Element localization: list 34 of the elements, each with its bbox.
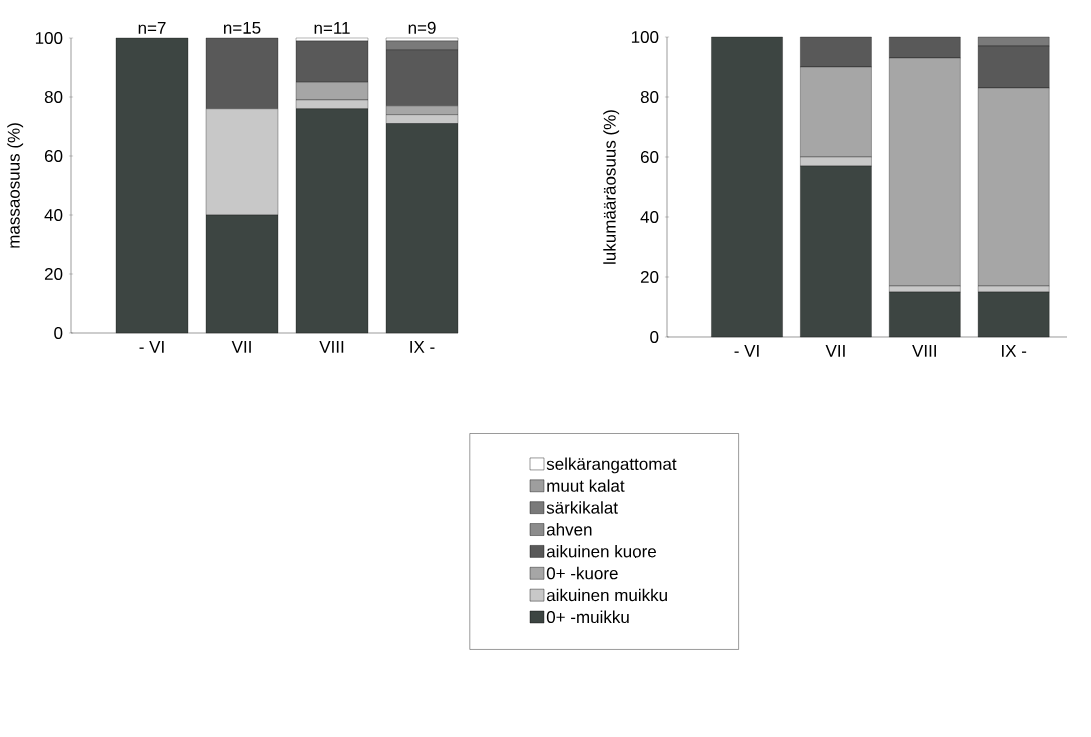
x-tick-label: VIII [319,341,344,353]
x-tick-label: - VI [139,341,164,353]
y-tick-label: 40 [640,210,659,224]
y-tick-label: 40 [44,208,63,222]
annotation: n=7 [138,22,166,34]
annotation: n=11 [314,22,350,34]
y-axis-title: lukumääräosuus (%) [603,110,620,264]
annotation: n=15 [223,21,261,34]
y-tick-label: 0 [650,330,659,344]
legend-label: muut kalat [547,479,625,492]
x-tick-label: - VI [734,344,759,357]
y-axis-title: massaosuus (%) [7,123,24,248]
y-tick-label: 0 [54,326,63,340]
legend-label: selkärangattomat [546,457,677,474]
y-tick-label: 20 [640,270,659,284]
x-tick-label: VII [231,341,251,353]
legend-label: aikuinen muikku [546,588,667,602]
x-tick-label: VIII [912,344,936,357]
x-tick-label: IX - [1002,344,1027,357]
y-tick-label: 100 [631,30,659,44]
legend-label: särkikalat [546,501,618,514]
x-tick-label: IX - [410,341,435,353]
y-tick-label: 80 [44,90,63,104]
legend-label: aikuinen kuore [546,544,656,558]
y-tick-label: 60 [44,149,63,163]
annotation: n=9 [408,21,436,34]
legend-label: 0+ -muikku [546,610,629,624]
legend-label: ahven [546,523,592,536]
y-tick-label: 20 [44,267,63,281]
y-tick-label: 60 [640,150,659,164]
legend-label: 0+ -kuore [546,566,618,580]
y-tick-label: 100 [35,31,63,45]
y-tick-label: 80 [640,90,659,104]
x-tick-label: VII [825,344,845,357]
